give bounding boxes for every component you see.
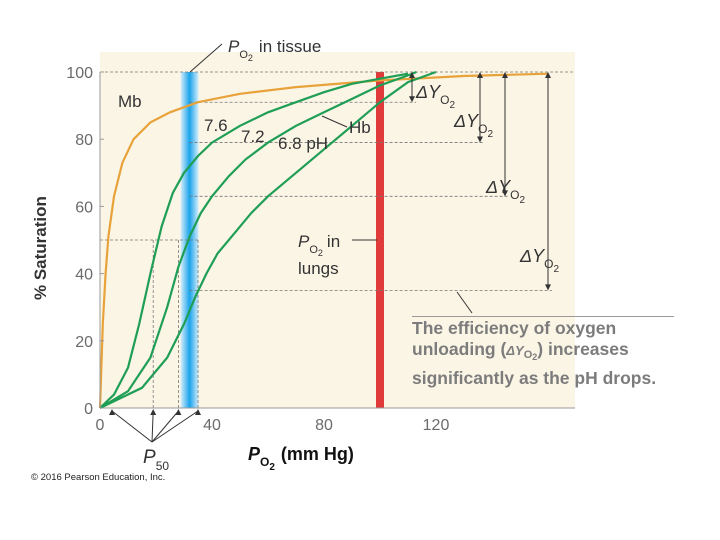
x-tick-labels: 0 40 80 120	[96, 417, 450, 434]
note-delta-sub: O	[523, 349, 533, 361]
p50-label-p: P	[143, 447, 156, 468]
ph-7-2-label: 7.2	[241, 127, 265, 146]
note-line-1: The efficiency of oxygen	[412, 318, 617, 338]
note-line-2-b: ) increases	[537, 339, 629, 359]
delta-arrow-bottom	[545, 284, 551, 291]
delta-arrow-top	[545, 72, 551, 78]
plot-area-background	[100, 52, 575, 408]
delta-y-label: ΔYO2	[415, 82, 455, 111]
y-axis-label: % Saturation	[31, 196, 50, 300]
delta-y-sub: O	[544, 257, 553, 271]
delta-y-sub: O	[478, 122, 487, 136]
delta-y-symbol: ΔY	[453, 111, 480, 131]
lungs-label-p: P	[298, 232, 310, 251]
x-axis-label-sub: O	[260, 455, 269, 469]
lungs-label-sub: O	[309, 244, 318, 256]
p50-arrowhead	[109, 409, 115, 415]
delta-arrow-top	[409, 72, 415, 78]
delta-arrow-top	[502, 72, 508, 78]
delta-y-sub2: 2	[449, 100, 455, 111]
x-tick-label: 120	[423, 417, 450, 434]
copyright: © 2016 Pearson Education, Inc.	[31, 472, 166, 483]
y-tick-label: 80	[75, 132, 93, 149]
x-tick-label: 0	[96, 417, 105, 434]
series-layer	[98, 70, 549, 409]
note-line-2-a: unloading (	[412, 339, 507, 359]
tissue-label-sub2: 2	[248, 53, 253, 63]
lungs-label-sub2: 2	[318, 248, 323, 258]
note-top-rule	[412, 316, 674, 317]
delta-arrow-bottom	[409, 96, 415, 103]
y-tick-label: 20	[75, 334, 93, 351]
note-text: The efficiency of oxygen unloading (ΔYO2…	[412, 318, 712, 389]
lungs-label: PO2 in	[298, 232, 340, 258]
note-delta-sub2: 2	[532, 352, 538, 362]
lungs-band	[376, 72, 384, 408]
tissue-label: PO2 in tissue	[228, 37, 321, 63]
p50-arrow	[151, 410, 179, 443]
note-pointer	[456, 291, 473, 314]
tissue-label-text: in tissue	[259, 37, 321, 56]
p50-arrowhead	[195, 409, 201, 415]
dashed-guides	[100, 71, 575, 408]
delta-y-symbol: ΔY	[485, 177, 512, 197]
tissue-pointer	[189, 43, 223, 73]
note-delta-symbol: ΔY	[506, 343, 524, 358]
delta-y-sub2: 2	[519, 195, 525, 206]
x-tick-label: 40	[203, 417, 221, 434]
x-axis-label: PO2 (mm Hg)	[248, 444, 354, 473]
delta-y-label: ΔYO2	[485, 177, 525, 206]
x-axis-label-unit: (mm Hg)	[281, 444, 354, 464]
delta-y-sub: O	[440, 93, 449, 107]
lungs-label-line2: lungs	[298, 259, 339, 278]
ph-6-8-label: 6.8 pH	[278, 134, 328, 153]
x-axis-label-p: P	[248, 444, 261, 464]
p50-arrows	[109, 409, 201, 443]
series-line	[99, 70, 417, 409]
delta-arrow-top	[477, 72, 483, 78]
series-line	[99, 70, 437, 409]
tissue-label-sub: O	[239, 49, 248, 61]
p50-arrow	[151, 410, 154, 443]
y-tick-label: 40	[75, 267, 93, 284]
series-line	[98, 72, 549, 409]
mb-label: Mb	[118, 92, 142, 111]
x-tick-label: 80	[315, 417, 333, 434]
delta-y-sub2: 2	[553, 264, 559, 275]
hb-label: Hb	[349, 118, 371, 137]
tissue-label-p: P	[228, 37, 240, 56]
delta-y-symbol: ΔY	[415, 82, 442, 102]
p50-arrowhead	[150, 409, 157, 415]
delta-y-sub: O	[510, 188, 519, 202]
x-axis-label-sub2: 2	[269, 462, 275, 473]
hb-pointer	[321, 115, 348, 128]
ph-7-6-label: 7.6	[204, 116, 228, 135]
delta-y-label: ΔYO2	[453, 111, 493, 140]
y-tick-labels: 0 20 40 60 80 100	[66, 65, 104, 418]
y-tick-label: 0	[84, 401, 93, 418]
delta-y-symbol: ΔY	[519, 246, 546, 266]
delta-arrow-bottom	[502, 190, 508, 197]
p50-label: P50	[143, 447, 169, 473]
p50-label-sub: 50	[156, 459, 170, 473]
y-tick-label: 100	[66, 65, 93, 82]
note-line-3: significantly as the pH drops.	[412, 368, 657, 388]
delta-y-label: ΔYO2	[519, 246, 559, 275]
p50-arrow	[111, 410, 153, 443]
p50-arrowhead	[175, 409, 182, 415]
note-line-2: unloading (ΔYO2) increases	[412, 339, 712, 368]
delta-y-sub2: 2	[487, 129, 493, 140]
y-tick-label: 60	[75, 199, 93, 216]
series-line	[99, 72, 409, 409]
lungs-label-text1: in	[327, 232, 340, 251]
delta-arrow-bottom	[477, 136, 483, 143]
p50-arrow	[151, 410, 199, 443]
